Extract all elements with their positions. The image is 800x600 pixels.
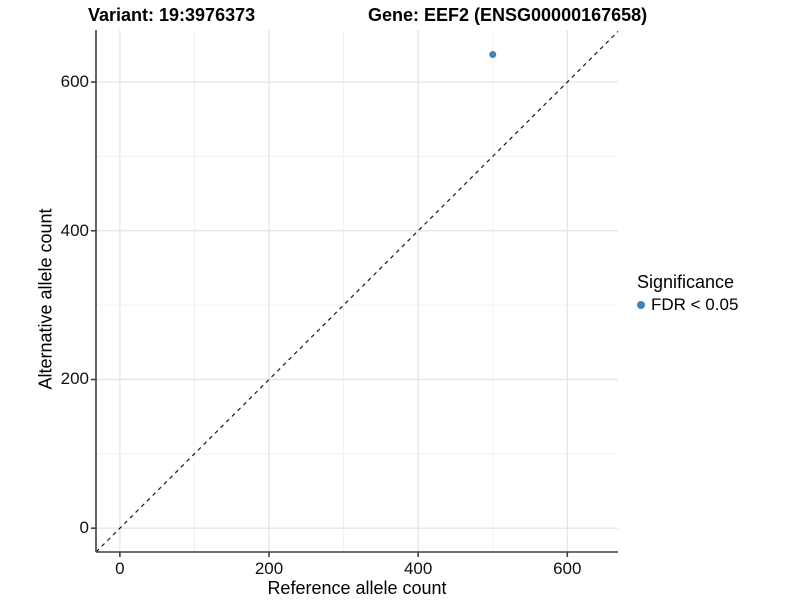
variant-title: Variant: 19:3976373 [88, 5, 256, 25]
identity-line [95, 31, 619, 553]
legend-title: Significance [637, 272, 735, 292]
legend-point-icon [637, 301, 645, 309]
y-tick-label: 200 [60, 369, 89, 389]
x-tick-label: 400 [403, 559, 433, 578]
y-tick-label: 400 [60, 220, 89, 240]
legend-entry: FDR < 0.05 [637, 295, 738, 315]
legend-entry-label: FDR < 0.05 [651, 295, 739, 314]
x-tick-label: 200 [254, 559, 284, 578]
x-tick-label: 0 [115, 559, 125, 578]
x-axis-title: Reference allele count [267, 578, 447, 598]
gene-title: Gene: EEF2 (ENSG00000167658) [368, 5, 648, 25]
legend: Significance FDR < 0.05 [637, 271, 738, 315]
data-point [489, 51, 497, 59]
y-tick-label: 0 [79, 518, 89, 538]
y-tick-label: 600 [60, 72, 89, 92]
x-tick-label: 600 [553, 559, 582, 578]
